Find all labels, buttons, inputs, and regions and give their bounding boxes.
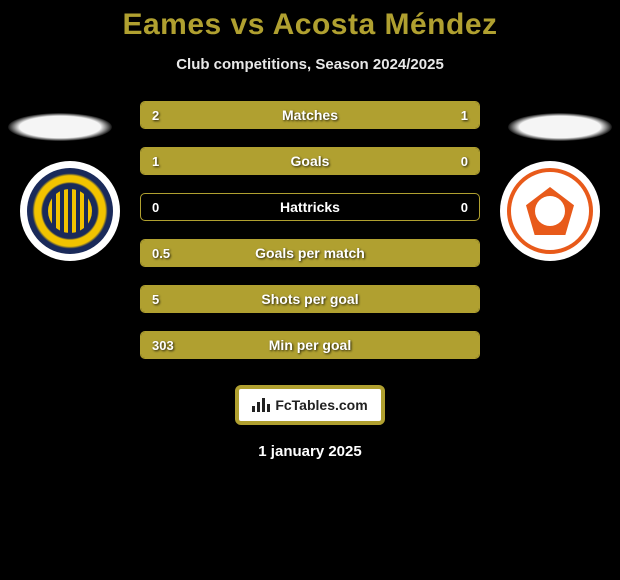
brand-badge: FcTables.com [235, 385, 385, 425]
infographic-root: Eames vs Acosta Méndez Club competitions… [0, 0, 620, 460]
comparison-chart: 21Matches10Goals00Hattricks0.5Goals per … [0, 101, 620, 371]
subtitle: Club competitions, Season 2024/2025 [0, 56, 620, 73]
stat-value-left: 303 [141, 332, 185, 358]
roar-crest-icon [507, 168, 593, 254]
stat-row: 5Shots per goal [140, 285, 480, 313]
stat-fill-left [141, 332, 479, 358]
brand-text: FcTables.com [275, 397, 367, 413]
stat-value-left: 5 [141, 286, 170, 312]
stat-fill-left [141, 148, 405, 174]
club-badge-left [20, 161, 120, 261]
stat-row: 21Matches [140, 101, 480, 129]
stat-value-left: 2 [141, 102, 170, 128]
date-label: 1 january 2025 [0, 443, 620, 460]
stat-fill-left [141, 102, 366, 128]
stat-value-right [457, 286, 479, 312]
stat-bars: 21Matches10Goals00Hattricks0.5Goals per … [140, 101, 480, 377]
stat-row: 0.5Goals per match [140, 239, 480, 267]
stat-label: Hattricks [141, 194, 479, 220]
mariners-crest-icon [27, 168, 113, 254]
stat-value-right: 0 [450, 194, 479, 220]
player-shadow-right [508, 113, 612, 141]
stat-value-right [457, 332, 479, 358]
stat-fill-left [141, 286, 479, 312]
stat-value-right: 0 [450, 148, 479, 174]
stat-row: 303Min per goal [140, 331, 480, 359]
bar-chart-icon [252, 398, 270, 412]
stat-row: 10Goals [140, 147, 480, 175]
stat-value-left: 0.5 [141, 240, 181, 266]
stat-value-right: 1 [450, 102, 479, 128]
stat-row: 0 0Hattricks [140, 193, 480, 221]
page-title: Eames vs Acosta Méndez [0, 8, 620, 42]
stat-value-right [457, 240, 479, 266]
stat-value-left: 0 [141, 194, 170, 220]
player-shadow-left [8, 113, 112, 141]
stat-fill-left [141, 240, 479, 266]
club-badge-right [500, 161, 600, 261]
stat-value-left: 1 [141, 148, 170, 174]
